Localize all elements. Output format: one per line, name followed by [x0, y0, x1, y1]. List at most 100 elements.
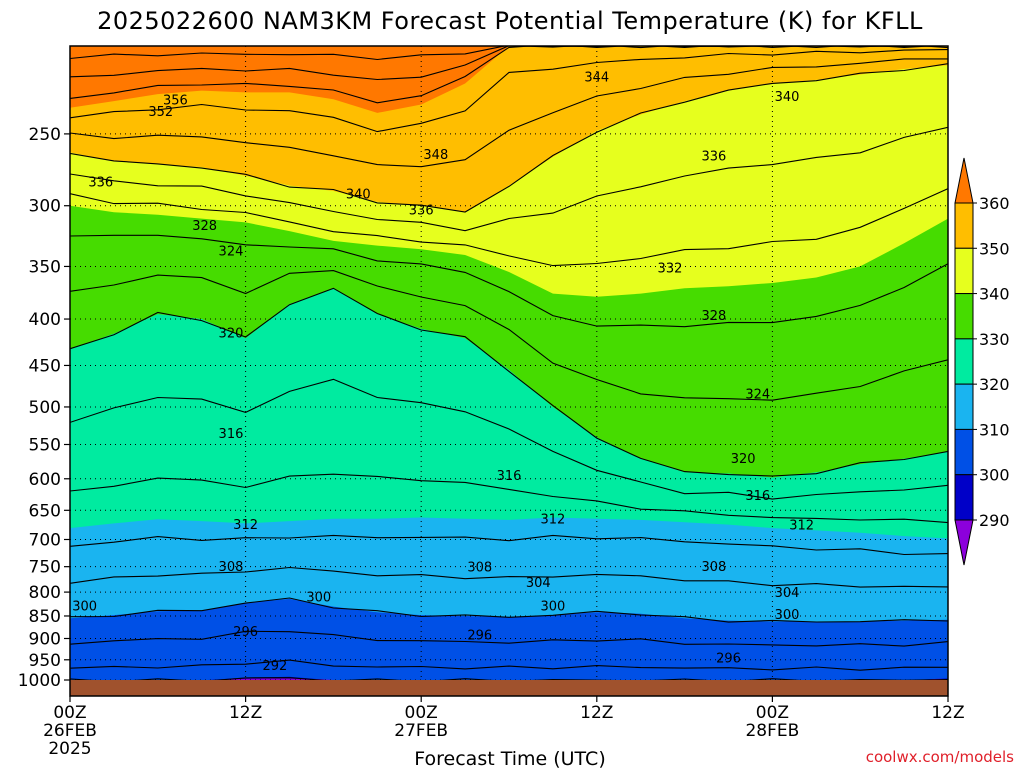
contour-label: 312 [540, 513, 565, 528]
colorbar-segment [954, 474, 974, 521]
contour-label: 320 [731, 452, 756, 467]
contour-label: 328 [701, 309, 726, 324]
contour-line-308 [70, 534, 948, 556]
contour-label: 304 [775, 586, 800, 601]
y-tick-label: 500 [29, 398, 61, 418]
contour-line-340 [70, 63, 948, 213]
y-tick-label: 800 [29, 583, 61, 603]
contour-line-336 [70, 126, 948, 232]
contour-line-316 [70, 378, 948, 500]
contour-label: 324 [219, 244, 244, 259]
y-tick-label: 850 [29, 607, 61, 627]
plot-border [69, 45, 949, 697]
x-tick-label: 26FEB [43, 721, 97, 741]
contour-label: 300 [306, 591, 331, 606]
contour-label: 308 [219, 560, 244, 575]
contour-line-348 [70, 49, 948, 133]
contour-label: 300 [775, 608, 800, 623]
y-tick-label: 550 [29, 435, 61, 455]
contour-label: 344 [584, 70, 609, 85]
x-tick-label: 12Z [580, 703, 613, 723]
plot-area [69, 45, 949, 697]
contour-line-328 [70, 234, 948, 328]
y-tick-label: 300 [29, 197, 61, 217]
colorbar-segment [954, 338, 974, 385]
y-tick-label: 450 [29, 356, 61, 376]
colorbar-label: 350 [979, 239, 1010, 258]
colorbar-segment [954, 247, 974, 295]
contour-line-332 [70, 188, 948, 267]
ground-strip [70, 680, 948, 696]
contour-label: 320 [219, 327, 244, 342]
colorbar: 360 350 340 330 320 310 300 290 [954, 157, 1010, 566]
y-tick-label: 950 [29, 651, 61, 671]
contour-label: 324 [745, 387, 770, 402]
y-tick-label: 350 [29, 257, 61, 277]
contour-line-344 [70, 58, 948, 168]
contour-label: 316 [497, 469, 522, 484]
axes: 2503003504004505005506006507007508008509… [18, 125, 965, 759]
y-tick-label: 900 [29, 629, 61, 649]
contour-label: 292 [262, 659, 287, 674]
contour-label: 304 [526, 576, 551, 591]
contour-label: 308 [467, 561, 492, 576]
contour-label: 308 [701, 560, 726, 575]
contour-label: 316 [745, 489, 770, 504]
colorbar-label: 300 [979, 466, 1010, 485]
x-tick-label: 27FEB [394, 721, 448, 741]
x-axis-label: Forecast Time (UTC) [414, 748, 605, 768]
colorbar-segment [954, 293, 974, 340]
colorbar-bottom-arrow [954, 519, 974, 566]
contour-label: 332 [658, 262, 683, 277]
contour-line-356 [70, 46, 948, 81]
y-tick-label: 650 [29, 501, 61, 521]
contour-label: 336 [88, 175, 113, 190]
contour-line-360 [70, 46, 934, 61]
colorbar-label: 290 [979, 511, 1010, 530]
y-tick-label: 400 [29, 310, 61, 330]
contour-label: 296 [716, 652, 741, 667]
contour-label: 348 [423, 148, 448, 163]
contour-label: 296 [467, 629, 492, 644]
colorbar-top-arrow [954, 157, 974, 204]
contour-label: 352 [148, 105, 173, 120]
x-tick-label: 00Z [756, 703, 789, 723]
colorbar-label: 320 [979, 375, 1010, 394]
contour-label: 312 [233, 518, 258, 533]
contour-label: 316 [219, 427, 244, 442]
contour-line-296 [70, 630, 948, 647]
contour-label: 296 [233, 625, 258, 640]
contour-label: 312 [789, 519, 814, 534]
x-tick-label: 12Z [931, 703, 964, 723]
contour-label: 328 [192, 219, 217, 234]
contour-label: 356 [163, 93, 188, 108]
colorbar-segment [954, 202, 974, 249]
contour-label: 336 [409, 204, 434, 219]
contour-label: 336 [701, 149, 726, 164]
y-tick-label: 250 [29, 125, 61, 145]
colorbar-label: 310 [979, 420, 1010, 439]
colorbar-label: 330 [979, 330, 1010, 349]
y-tick-label: 700 [29, 530, 61, 550]
contour-labels: 3563523443403483363403363363283243323203… [72, 70, 814, 674]
x-tick-label: 00Z [53, 703, 86, 723]
colorbar-segment [954, 383, 974, 430]
colorbar-label: 340 [979, 285, 1010, 304]
contour-line-300 [70, 597, 948, 623]
x-tick-label: 12Z [229, 703, 262, 723]
chart-title: 2025022600 NAM3KM Forecast Potential Tem… [97, 7, 923, 35]
contour-line-320 [70, 287, 948, 477]
y-tick-label: 750 [29, 558, 61, 578]
contour-line-304 [70, 566, 948, 588]
contour-label: 340 [775, 90, 800, 105]
y-tick-label: 600 [29, 470, 61, 490]
contour-label: 300 [540, 600, 565, 615]
contour-line-324 [70, 270, 948, 401]
x-tick-label: 2025 [48, 739, 91, 759]
contour-line-312 [70, 473, 948, 524]
credit-text: coolwx.com/models [866, 748, 1014, 766]
x-tick-label: 00Z [405, 703, 438, 723]
contour-label: 300 [72, 600, 97, 615]
contour-label: 340 [346, 188, 371, 203]
